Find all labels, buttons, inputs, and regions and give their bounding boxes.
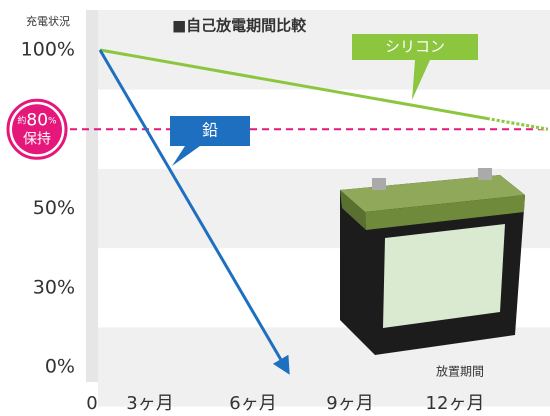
y-tick-label: 100% — [21, 39, 75, 61]
legend-label: 鉛 — [202, 121, 218, 140]
chart-title: ■自己放電期間比較 — [172, 17, 307, 35]
y-tick-label: 50% — [33, 197, 75, 219]
battery — [340, 168, 525, 355]
y-tick-label: 30% — [33, 276, 75, 298]
reference-suffix: % — [48, 116, 57, 126]
reference-prefix: 約 — [17, 114, 26, 126]
chart: ■自己放電期間比較 充電状況 放置期間 0% 30% 50% 100% 0 3ヶ月 6ヶ月 9… — [0, 0, 550, 416]
y-tick-label: 0% — [45, 356, 75, 378]
x-axis-title: 放置期間 — [436, 364, 484, 379]
reference-note: 保持 — [23, 131, 51, 147]
x-tick-label: 0 — [86, 393, 97, 414]
legend-label: シリコン — [385, 38, 445, 56]
x-tick-label: 9ヶ月 — [326, 393, 373, 414]
x-tick-label: 6ヶ月 — [229, 393, 276, 414]
reference-number: 80 — [26, 110, 48, 130]
x-tick-label: 12ヶ月 — [426, 393, 485, 414]
x-tick-label: 3ヶ月 — [126, 393, 173, 414]
y-axis-bar — [86, 10, 98, 382]
y-axis-title: 充電状況 — [26, 14, 70, 28]
band — [98, 10, 550, 90]
